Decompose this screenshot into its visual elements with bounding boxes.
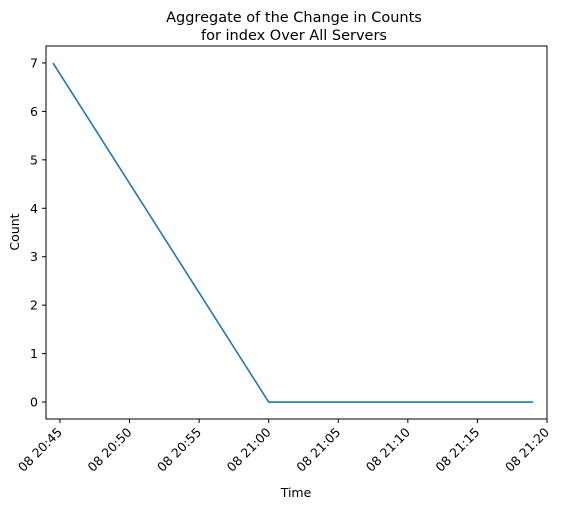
x-tick-label: 08 20:50 (84, 424, 134, 474)
y-axis-label: Count (7, 213, 22, 250)
x-tick-label: 08 20:45 (15, 425, 65, 475)
y-tick-label: 0 (30, 395, 38, 410)
y-tick-label: 3 (30, 249, 38, 264)
x-tick-label: 08 21:00 (224, 424, 274, 474)
chart-title-line-2: for index Over All Servers (201, 28, 387, 44)
y-tick-label: 2 (30, 298, 38, 313)
x-tick-label: 08 21:10 (363, 424, 413, 474)
x-tick-label: 08 21:20 (502, 424, 552, 474)
y-tick-label: 5 (30, 152, 38, 167)
y-tick-label: 7 (30, 55, 38, 70)
y-tick-label: 4 (30, 201, 38, 216)
y-axis: 0 1 2 3 4 5 6 7 (30, 55, 46, 410)
x-tick-label: 08 21:05 (293, 425, 343, 475)
x-tick-label: 08 21:15 (432, 425, 482, 475)
plot-area (45, 45, 548, 420)
x-axis-label: Time (280, 485, 312, 500)
series-layer (52, 62, 534, 403)
x-axis: 08 20:45 08 20:50 08 20:55 08 21:00 08 21:05… (15, 419, 552, 475)
y-tick-label: 6 (30, 104, 38, 119)
x-tick-label: 08 20:55 (154, 425, 204, 475)
chart-title-line-1: Aggregate of the Change in Counts (166, 10, 422, 26)
y-tick-label: 1 (30, 346, 38, 361)
series-line-0 (52, 62, 534, 403)
